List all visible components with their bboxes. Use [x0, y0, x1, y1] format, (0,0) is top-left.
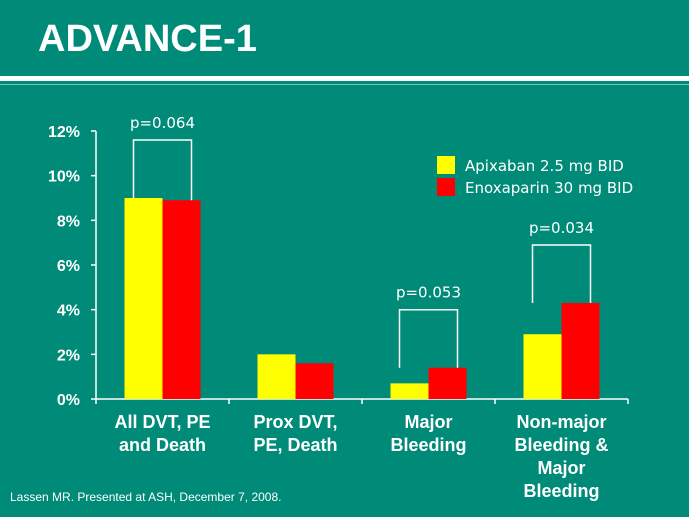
- bar-apixaban: [257, 354, 296, 399]
- bar-apixaban: [523, 334, 562, 399]
- y-tick-label: 8%: [57, 213, 80, 230]
- y-tick-label: 4%: [57, 303, 80, 320]
- x-category-label: Bleeding: [523, 481, 599, 501]
- p-value-label: p=0.053: [396, 284, 461, 302]
- x-category-label: Bleeding &: [514, 435, 608, 455]
- legend-swatch: [437, 156, 455, 174]
- significance-bracket: [398, 308, 459, 368]
- y-tick-label: 2%: [57, 347, 80, 364]
- legend-label: Apixaban 2.5 mg BID: [465, 157, 624, 175]
- p-value-label: p=0.064: [130, 114, 195, 132]
- x-category-label: Major: [537, 458, 585, 478]
- x-category-label: All DVT, PE: [114, 412, 210, 432]
- legend-swatch: [437, 178, 455, 196]
- significance-bracket: [531, 244, 592, 303]
- bar-enoxaparin: [428, 367, 467, 399]
- y-tick-label: 10%: [48, 169, 80, 186]
- x-category-label: Prox DVT,: [253, 412, 337, 432]
- bar-apixaban: [124, 198, 163, 399]
- slide-title: ADVANCE-1: [38, 18, 257, 60]
- legend-label: Enoxaparin 30 mg BID: [465, 179, 633, 197]
- x-category-label: Bleeding: [390, 435, 466, 455]
- title-divider-thin: [0, 84, 689, 85]
- significance-bracket: [132, 139, 193, 201]
- title-divider: [0, 76, 689, 81]
- footnote: Lassen MR. Presented at ASH, December 7,…: [10, 490, 282, 504]
- bar-apixaban: [390, 383, 429, 399]
- y-tick-label: 12%: [48, 124, 80, 141]
- bar-enoxaparin: [162, 200, 201, 399]
- bar-enoxaparin: [561, 302, 600, 399]
- y-tick-label: 6%: [57, 258, 80, 275]
- x-category-label: and Death: [119, 435, 206, 455]
- x-category-label: Major: [404, 412, 452, 432]
- x-category-label: PE, Death: [253, 435, 337, 455]
- bar-enoxaparin: [295, 363, 334, 399]
- y-tick-label: 0%: [57, 392, 80, 409]
- x-category-label: Non-major: [517, 412, 607, 432]
- p-value-label: p=0.034: [529, 219, 594, 237]
